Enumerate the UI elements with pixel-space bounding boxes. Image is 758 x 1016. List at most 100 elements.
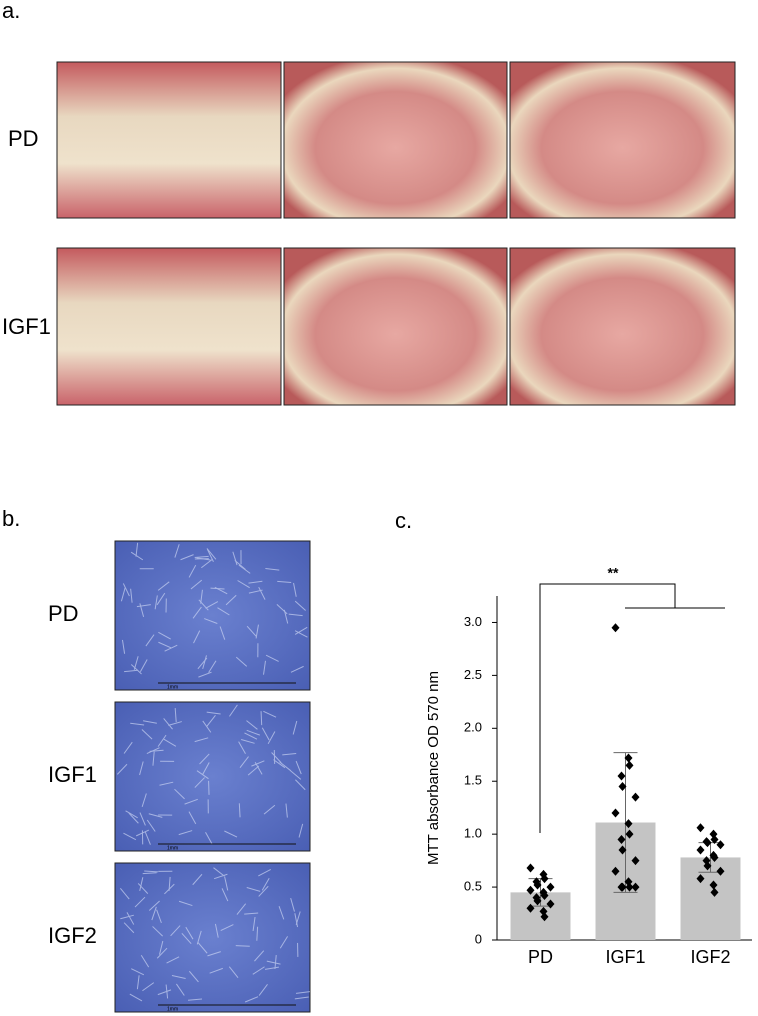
cell [202,655,207,670]
cell [157,989,172,996]
scale-bar-label: 1mm [167,1006,178,1012]
cell [198,599,209,611]
cell [156,909,162,924]
cell [184,798,198,805]
cell [206,548,217,560]
y-tick-label: 0 [475,931,482,946]
cell [283,609,289,624]
cell [196,930,202,945]
data-point [716,840,725,850]
cell [128,812,139,824]
cell [295,760,302,775]
cell [229,704,238,717]
cell [204,618,218,624]
cell [123,922,135,934]
cell [225,594,237,606]
cell [130,722,145,726]
cell [122,583,130,597]
cell [124,669,139,673]
cell [239,756,249,768]
cell [159,781,174,786]
cell [168,721,182,726]
cell [236,903,247,915]
cell [164,644,178,652]
data-point [625,760,634,770]
cell [237,580,250,589]
data-point [709,880,718,890]
data-point [624,753,633,763]
cell [188,811,197,825]
cell [279,936,289,949]
cell [289,770,302,780]
cell [246,625,257,637]
cell [260,711,263,726]
cell [208,660,217,673]
cell [295,911,301,926]
micrograph [114,540,311,691]
cell [188,970,199,983]
cell [192,606,202,619]
cell [238,741,246,755]
cell-texture [119,867,310,1003]
cell [198,671,212,678]
cell [119,887,130,900]
cell [156,947,168,959]
chart: 0 0.5 1.0 1.5 2.0 2.5 3.0 MTT absorbance OD 570… [425,565,752,967]
cell [174,544,180,558]
cell [206,715,216,727]
cell [141,729,153,740]
cell [152,926,163,937]
cell [142,982,155,992]
y-tick-label: 2.0 [464,720,482,735]
cell [202,762,210,776]
cell [193,630,201,644]
cell [265,654,279,662]
cell [278,906,285,920]
cell [129,993,143,1002]
cell [136,604,151,608]
cell [294,630,308,638]
cell [144,831,151,845]
panel-label: a. [2,0,20,23]
cell [258,869,271,877]
cell [148,900,160,911]
y-tick-label: 0.5 [464,879,482,894]
cell [181,932,192,945]
cell [248,589,263,594]
cell [221,888,229,902]
cell [200,589,203,604]
cell [213,873,228,880]
cell [163,738,177,747]
data-point [546,899,555,909]
cell [120,587,126,602]
cell [246,887,261,892]
cell [202,720,212,733]
panel-label: b. [2,506,20,531]
cell [228,966,239,978]
cell [123,741,133,754]
data-point [625,829,634,839]
cell [194,777,205,788]
cell [136,975,140,990]
row-label: IGF1 [48,762,97,787]
cell [252,966,265,975]
x-tick-label: IGF1 [605,947,645,967]
cell [244,996,259,1003]
y-tick-label: 3.0 [464,614,482,629]
micrographs: PD 1mm IGF1 1mm IGF2 1mm [48,540,311,1013]
cell [256,926,259,941]
cell [265,567,280,571]
cell [175,983,185,996]
cell [157,734,167,747]
data-point [618,845,627,855]
cell [188,564,197,578]
data-point [617,834,626,844]
cell [217,607,230,616]
cell [174,708,177,723]
x-tick-label: PD [528,947,553,967]
cell [261,727,270,741]
data-point [625,882,634,892]
cell [199,753,210,765]
photo [56,61,282,219]
panel-label: c. [395,508,412,533]
